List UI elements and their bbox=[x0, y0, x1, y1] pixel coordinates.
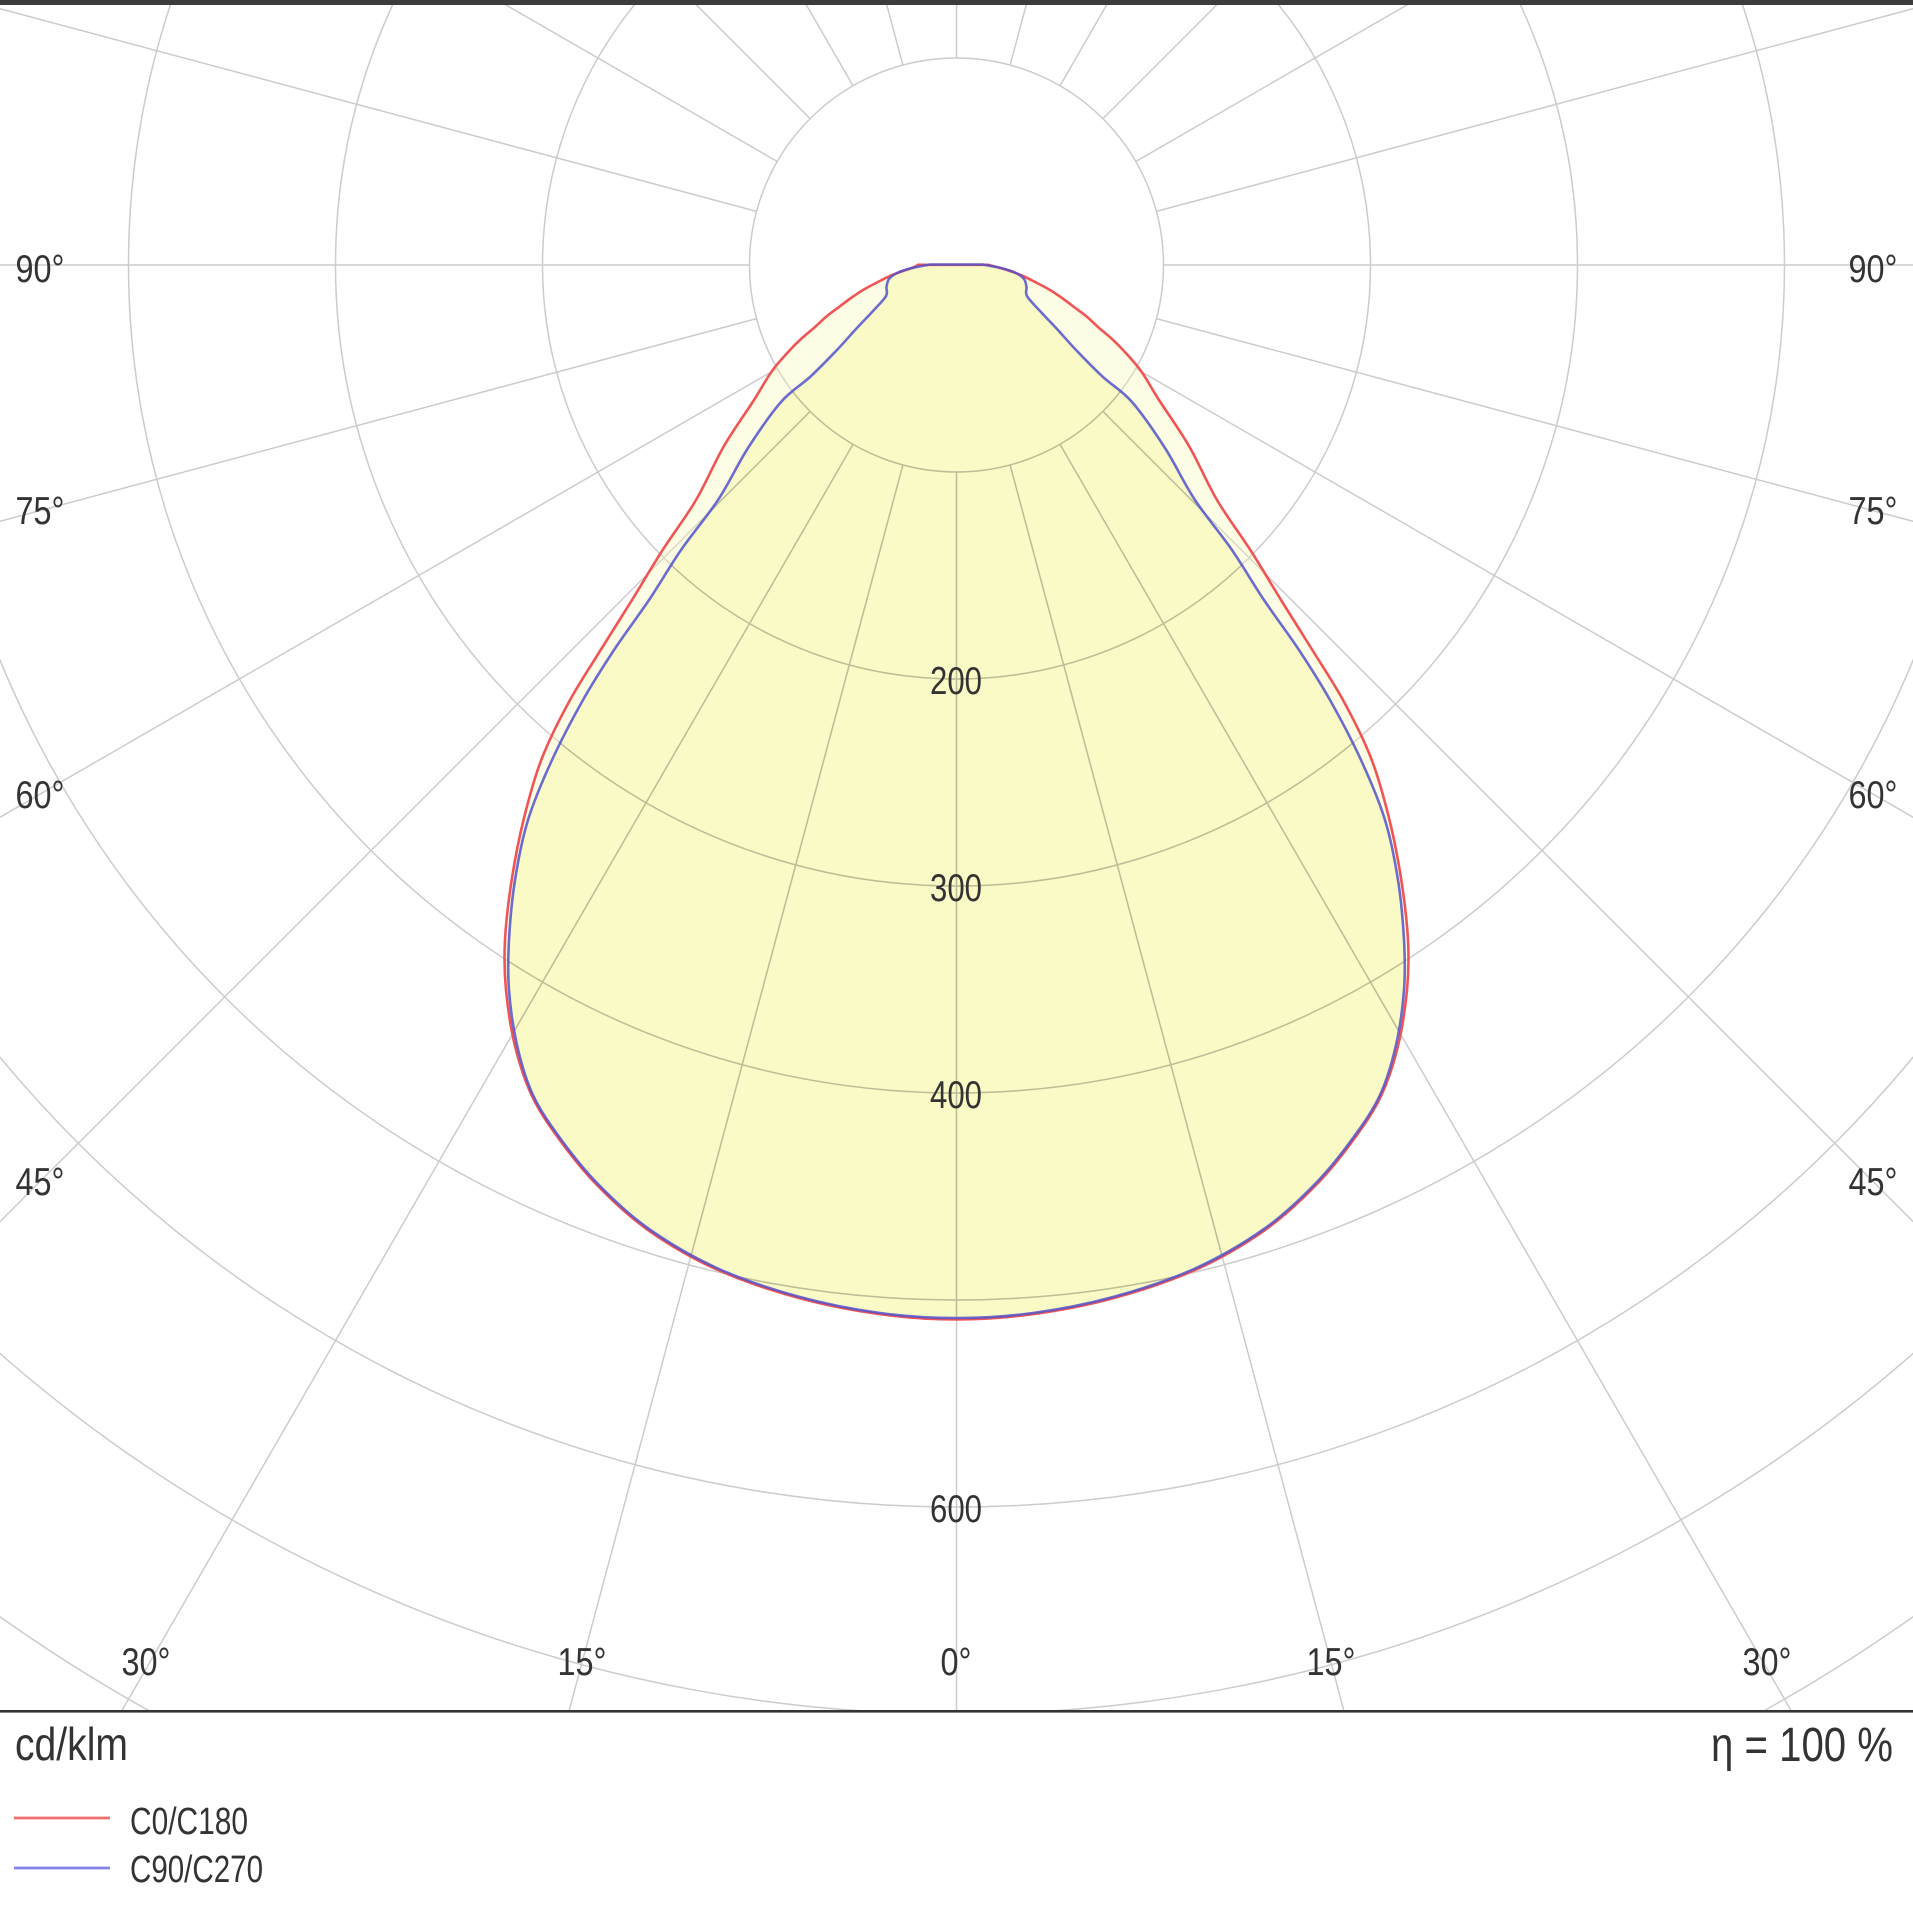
svg-text:600: 600 bbox=[930, 1488, 982, 1531]
svg-text:15°: 15° bbox=[558, 1641, 607, 1684]
svg-text:300: 300 bbox=[930, 867, 982, 910]
svg-text:90°: 90° bbox=[16, 248, 65, 291]
svg-text:C0/C180: C0/C180 bbox=[130, 1801, 248, 1843]
svg-text:45°: 45° bbox=[1849, 1161, 1898, 1204]
svg-text:400: 400 bbox=[930, 1074, 982, 1117]
svg-text:60°: 60° bbox=[16, 774, 65, 817]
svg-text:30°: 30° bbox=[1743, 1641, 1792, 1684]
svg-text:30°: 30° bbox=[122, 1641, 171, 1684]
svg-text:75°: 75° bbox=[1849, 490, 1898, 533]
svg-text:200: 200 bbox=[930, 660, 982, 703]
svg-text:45°: 45° bbox=[16, 1161, 65, 1204]
svg-text:C90/C270: C90/C270 bbox=[130, 1849, 263, 1891]
svg-text:cd/klm: cd/klm bbox=[15, 1718, 128, 1770]
svg-text:60°: 60° bbox=[1849, 774, 1898, 817]
svg-text:η = 100 %: η = 100 % bbox=[1711, 1719, 1893, 1772]
svg-text:75°: 75° bbox=[16, 490, 65, 533]
svg-text:0°: 0° bbox=[941, 1641, 972, 1684]
svg-text:90°: 90° bbox=[1849, 248, 1898, 291]
svg-text:15°: 15° bbox=[1307, 1641, 1356, 1684]
